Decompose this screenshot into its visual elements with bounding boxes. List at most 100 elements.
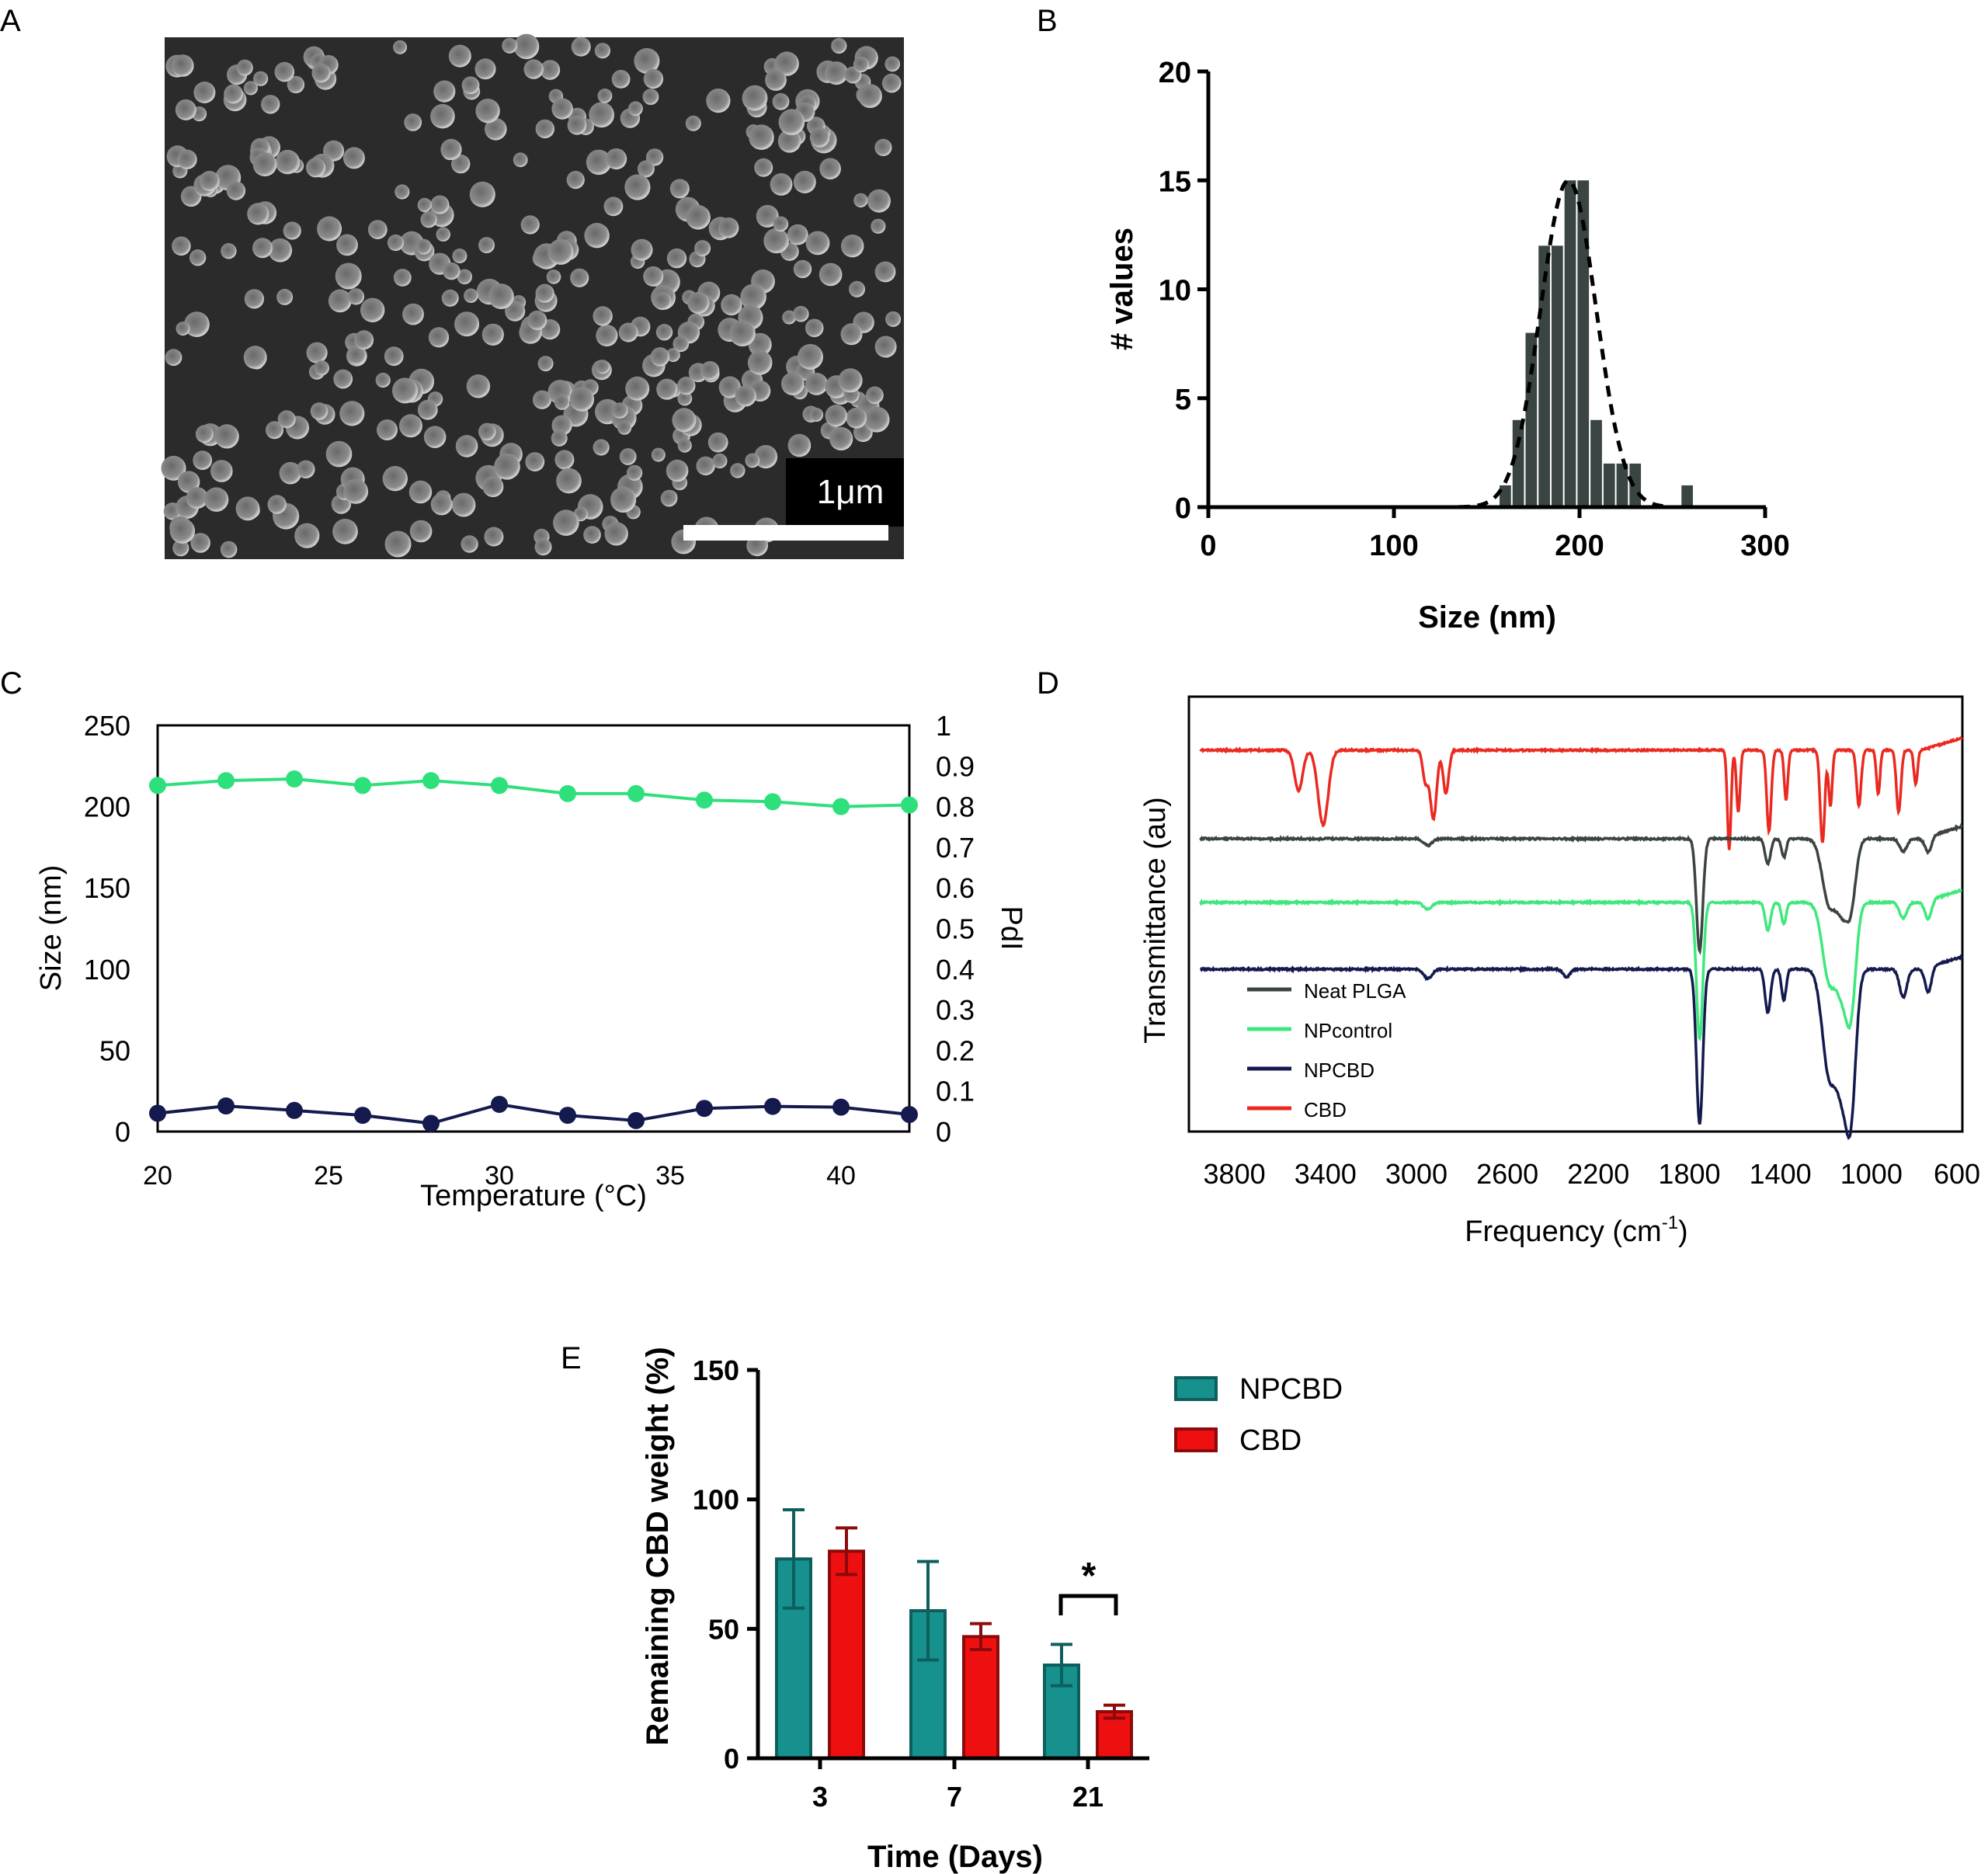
sem-particle	[461, 76, 480, 95]
sem-particle	[513, 33, 540, 60]
sem-particle	[466, 374, 491, 398]
d-x-tick-label: 3400	[1295, 1158, 1357, 1190]
c-right-tick-label: 0.2	[936, 1034, 975, 1066]
sem-particle	[765, 69, 787, 91]
sem-particle	[793, 170, 816, 193]
sem-particle	[712, 453, 728, 469]
sem-particle	[398, 414, 422, 438]
sem-particle	[475, 99, 500, 123]
sem-particle	[525, 452, 545, 471]
c-right-tick-label: 0.7	[936, 832, 975, 864]
sem-particle	[617, 420, 632, 435]
sem-particle	[809, 127, 830, 148]
sem-particle	[311, 64, 331, 83]
sem-particles	[161, 33, 902, 558]
sem-particle	[594, 43, 611, 59]
sem-particle	[199, 171, 220, 191]
e-error-bar	[1103, 1703, 1125, 1720]
pdi-point	[286, 1101, 303, 1119]
e-x-tick-label: 7	[947, 1781, 962, 1813]
sem-particle	[805, 231, 830, 256]
sem-particle	[461, 535, 478, 553]
sem-particle	[554, 395, 570, 410]
sem-particle	[706, 89, 731, 113]
sem-particle	[651, 447, 666, 462]
sem-particle	[221, 243, 237, 259]
sem-particle	[402, 303, 424, 325]
sem-particle	[656, 378, 678, 400]
sem-particle	[584, 223, 610, 249]
sem-particle	[478, 237, 495, 254]
sem-particle	[537, 356, 554, 372]
sem-particle	[190, 533, 210, 553]
sem-particle	[430, 493, 453, 516]
e-y-tick-label: 50	[708, 1613, 739, 1645]
sem-particle	[831, 37, 847, 54]
c-left-tick-label: 200	[84, 791, 130, 823]
legend-label: Neat PLGA	[1304, 979, 1406, 1003]
pdi-point	[559, 1107, 576, 1125]
b-x-tick-label: 300	[1740, 530, 1789, 562]
sem-particle	[777, 129, 801, 153]
sem-particle	[277, 410, 296, 429]
sem-particle	[203, 487, 229, 512]
e-error-bar	[1051, 1643, 1072, 1688]
panel-letter-a: A	[0, 4, 21, 38]
sem-particle	[392, 377, 418, 404]
sem-particle	[805, 318, 824, 338]
b-y-tick-label: 0	[1175, 492, 1191, 525]
sem-particle	[481, 323, 504, 346]
sem-particle	[247, 203, 269, 225]
d-x-tick-label: 3800	[1204, 1158, 1266, 1190]
sem-particle	[455, 435, 478, 457]
sem-particle	[420, 211, 437, 228]
sem-particle	[694, 240, 711, 257]
c-left-tick-label: 150	[84, 872, 130, 904]
e-y-tick-label: 0	[724, 1743, 739, 1775]
spectrum-neat-plga	[1199, 822, 1963, 956]
sem-particle	[175, 99, 196, 120]
spectrum-npcontrol	[1199, 888, 1962, 1041]
sem-particle	[478, 422, 496, 441]
sem-particle	[527, 310, 547, 330]
histogram-bar	[1603, 463, 1615, 507]
sem-particle	[387, 234, 405, 252]
sem-particle	[606, 148, 627, 170]
e-x-tick-label: 21	[1072, 1781, 1103, 1813]
sem-particle	[193, 82, 216, 103]
sem-particle	[793, 259, 812, 279]
spectrum-cbd	[1199, 736, 1963, 850]
sem-particle	[583, 526, 601, 544]
sem-particle	[660, 489, 678, 507]
sem-particle	[749, 124, 774, 150]
sem-particle	[685, 115, 701, 131]
sem-particle	[677, 391, 693, 406]
sem-particle	[172, 236, 191, 256]
significance-bracket: *	[1058, 1556, 1118, 1615]
sem-particle	[360, 297, 385, 322]
e-bar-cbd	[962, 1635, 999, 1760]
sem-particle	[825, 405, 848, 427]
sem-particle	[235, 496, 260, 521]
sem-particle	[747, 350, 773, 375]
pdi-point	[832, 1098, 850, 1116]
sem-particle	[165, 349, 182, 367]
d-legend: Neat PLGA NPcontrol NPCBD CBD	[1247, 979, 1406, 1121]
sem-particle	[317, 216, 342, 242]
d-x-tick-label: 1400	[1750, 1158, 1812, 1190]
sem-particle	[756, 204, 779, 228]
sem-particle	[252, 238, 273, 259]
significance-line	[1058, 1594, 1118, 1615]
scale-bar	[683, 525, 888, 541]
sem-particle	[169, 518, 196, 544]
sem-particle	[570, 268, 589, 287]
sem-particle	[443, 262, 461, 280]
b-y-tick-label: 20	[1159, 57, 1191, 89]
sem-particle	[375, 372, 391, 388]
sem-particle	[653, 291, 672, 311]
sem-particle	[276, 288, 294, 305]
sem-particle	[677, 377, 696, 395]
sem-particle	[643, 68, 664, 89]
sem-particle	[236, 59, 253, 76]
